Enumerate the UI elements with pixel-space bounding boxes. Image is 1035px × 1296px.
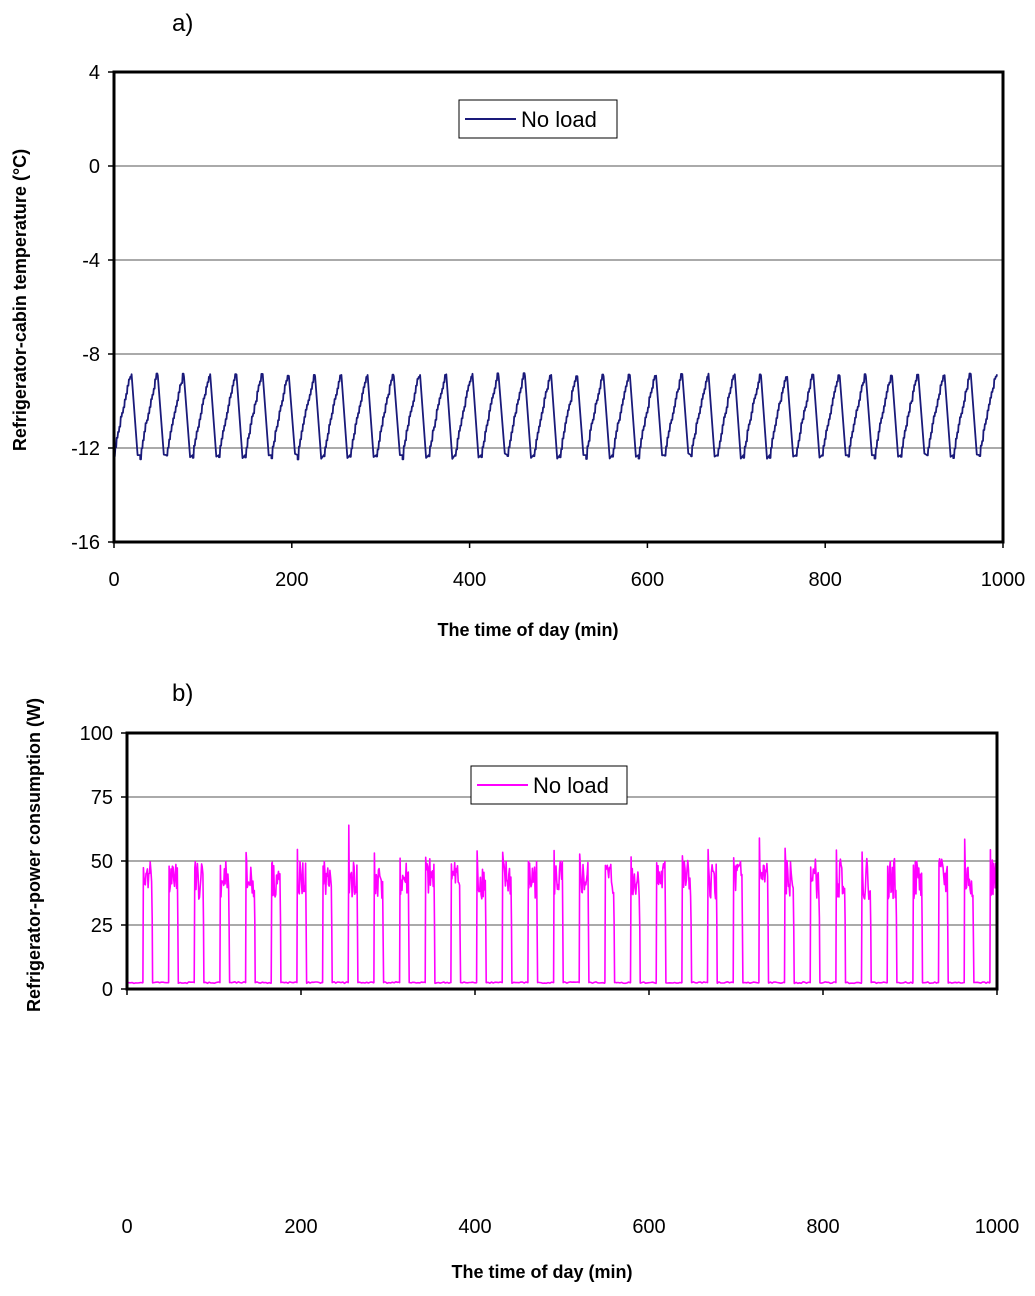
y-axis-title-b: Refrigerator-power consumption (W) [24,698,44,1012]
x-tick-labels-a: 0 200 400 600 800 1000 [108,569,1025,591]
y-tick-label: 25 [91,915,113,937]
y-tick-label: -12 [71,438,100,460]
series-line-a [113,372,998,461]
series-group-a [113,372,998,461]
legend-label-a: No load [521,107,597,132]
x-tick-label: 600 [632,1216,665,1238]
x-tick-label: 400 [458,1216,491,1238]
y-tick-label: 4 [89,62,100,84]
y-axis-title-a: Refrigerator-cabin temperature (°C) [10,149,30,451]
plot-frame-b [125,731,999,991]
plot-frame-a [112,70,1005,544]
y-tick-labels-a: -16 -12 -8 -4 0 4 [71,62,100,554]
x-tick-label: 600 [631,569,664,591]
x-tick-label: 200 [275,569,308,591]
legend-b: No load [470,765,628,805]
y-tick-label: 100 [80,723,113,745]
x-axis-title-a: The time of day (min) [437,620,618,640]
chart-panel-a: a) -16 -12 -8 -4 0 4 0 200 400 600 800 1000 The ti… [10,10,1025,640]
x-tick-labels-b: 0 200 400 600 800 1000 [121,1216,1019,1238]
x-axis-title-b: The time of day (min) [451,1262,632,1282]
y-tick-label: 0 [89,156,100,178]
x-tick-label: 200 [284,1216,317,1238]
series-line-b [126,824,998,985]
gridlines-a [108,71,1004,548]
y-tick-label: -4 [82,250,100,272]
legend-label-b: No load [533,773,609,798]
x-tick-label: 800 [806,1216,839,1238]
x-tick-label: 1000 [975,1216,1020,1238]
legend-a: No load [458,99,618,139]
x-tick-label: 0 [108,569,119,591]
panel-label-a: a) [172,10,193,37]
y-tick-label: 0 [102,979,113,1001]
chart-panel-b: b) 0 25 50 75 100 0 200 400 600 800 1000 The time… [24,680,1019,1282]
y-tick-label: 75 [91,787,113,809]
y-tick-label: -16 [71,532,100,554]
panel-label-b: b) [172,680,193,707]
x-tick-label: 400 [453,569,486,591]
x-tick-label: 800 [809,569,842,591]
y-tick-label: 50 [91,851,113,873]
x-tick-label: 1000 [981,569,1026,591]
series-group-b [126,824,998,985]
y-tick-label: -8 [82,344,100,366]
y-tick-labels-b: 0 25 50 75 100 [80,723,113,1001]
x-tick-label: 0 [121,1216,132,1238]
